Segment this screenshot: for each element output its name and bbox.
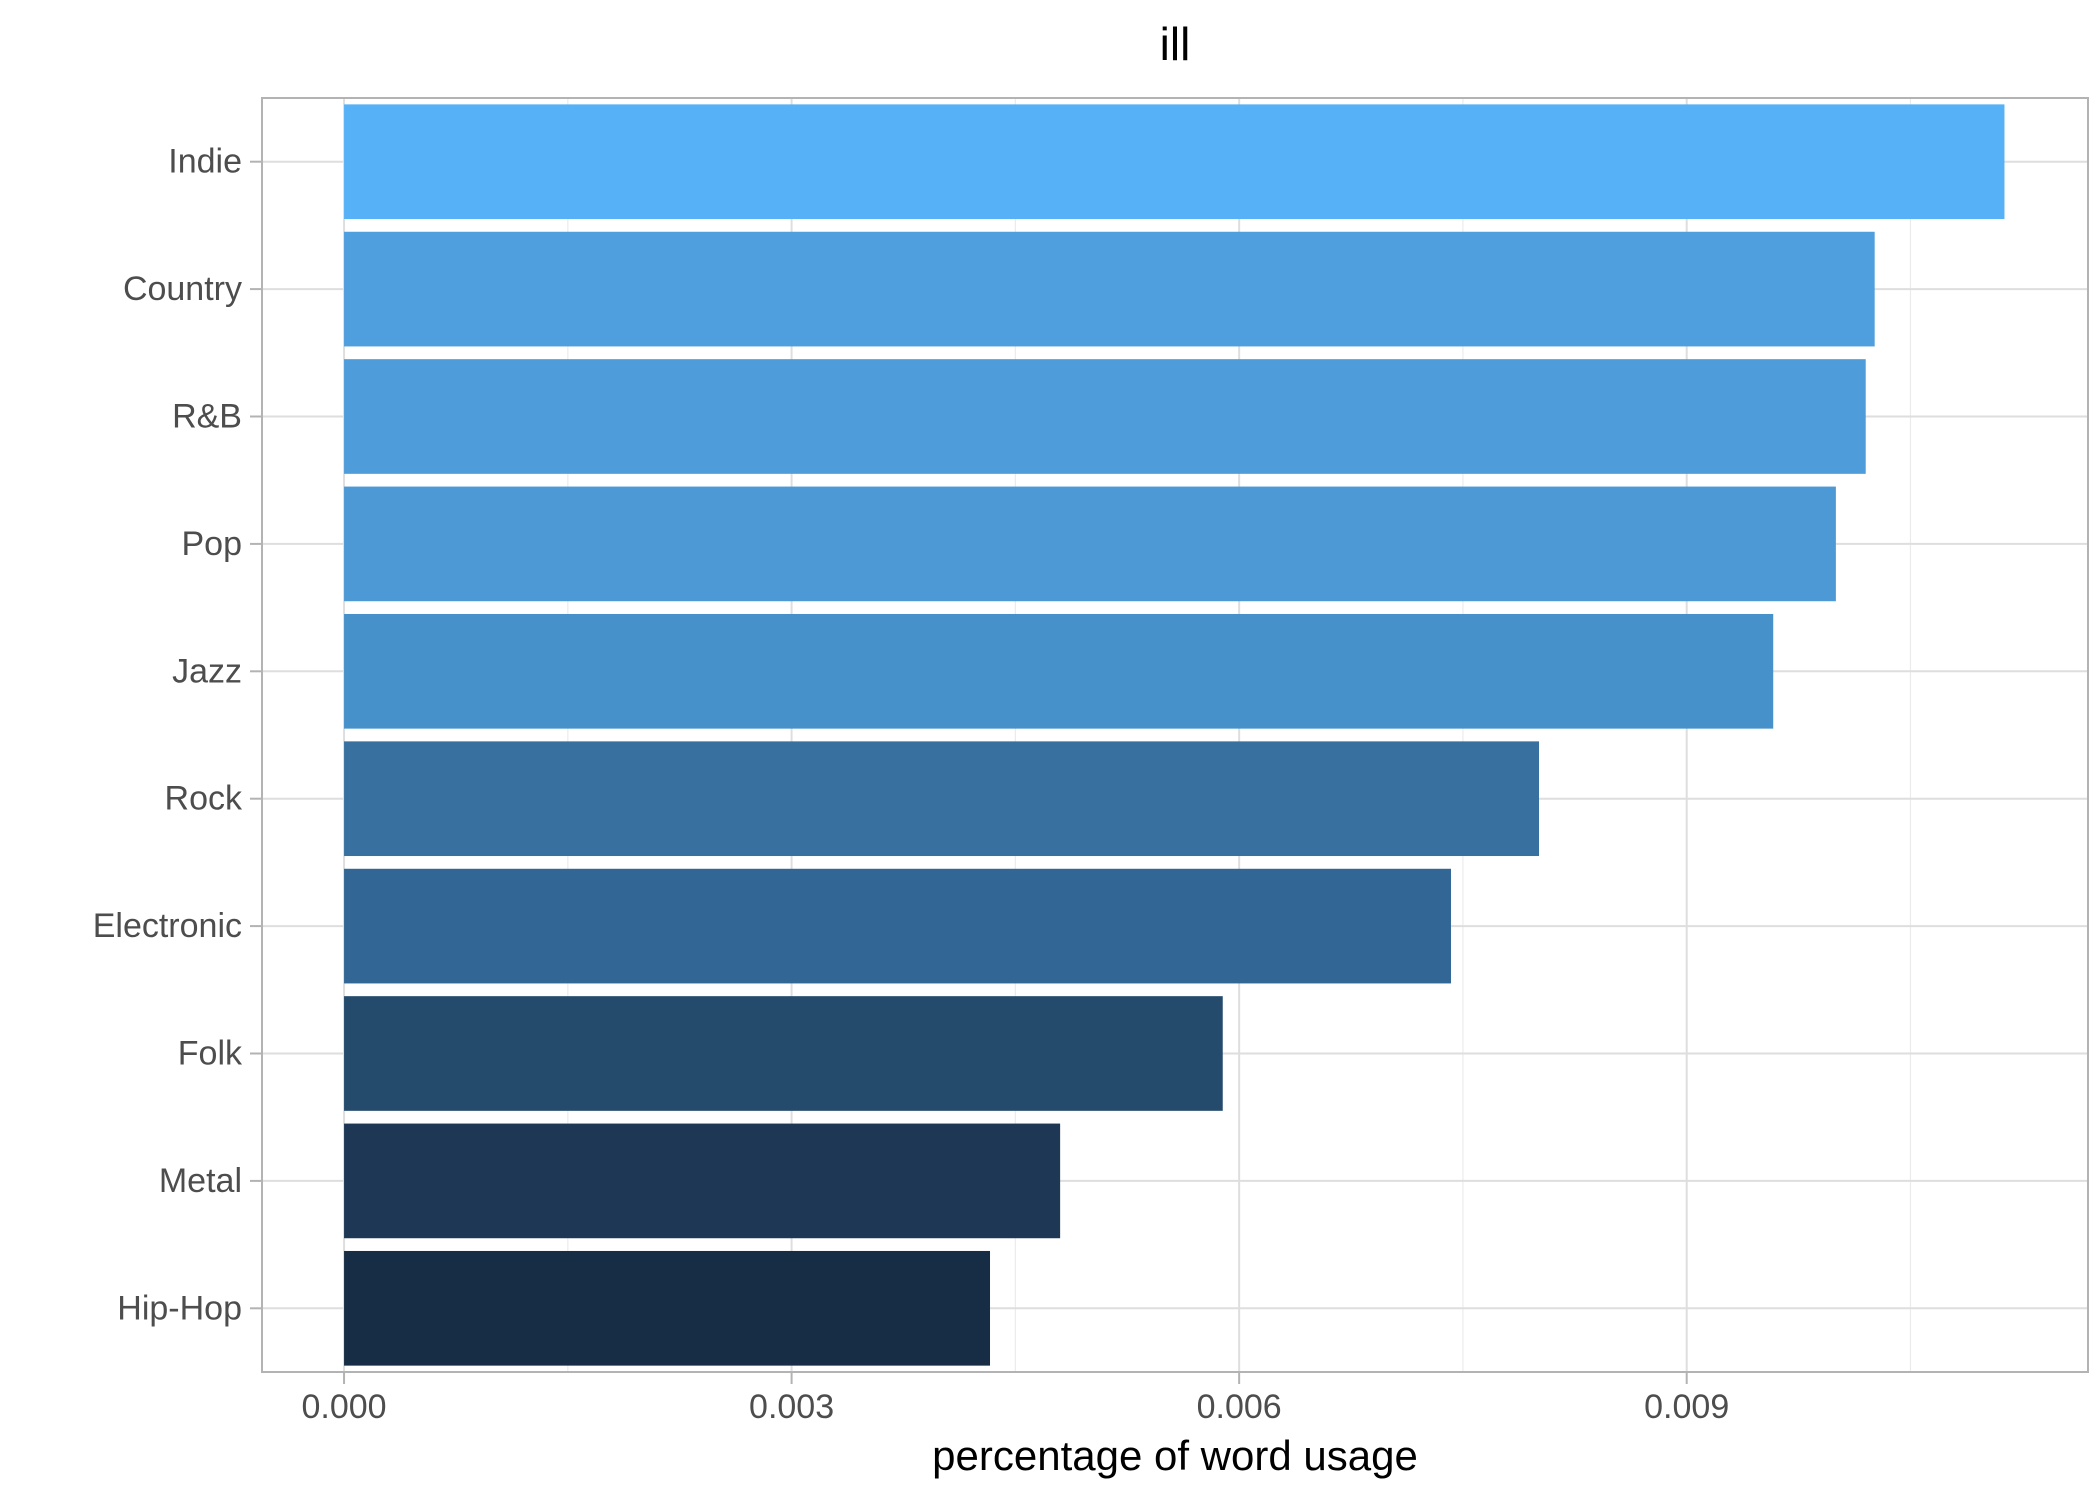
bar-folk bbox=[344, 996, 1223, 1111]
bar-r-b bbox=[344, 359, 1866, 474]
y-tick-label: Jazz bbox=[172, 652, 242, 690]
x-tick-label: 0.009 bbox=[1644, 1388, 1729, 1426]
bar-rock bbox=[344, 741, 1540, 857]
y-axis: Indie Country R&B Pop Jazz Rock Electronic Folk… bbox=[93, 143, 262, 1327]
panel-border bbox=[261, 97, 2089, 1373]
y-tick-label: Folk bbox=[178, 1035, 243, 1073]
bar-country bbox=[344, 231, 1875, 347]
bar-indie bbox=[344, 104, 2005, 220]
y-tick-label: Pop bbox=[182, 525, 243, 563]
bar-jazz bbox=[344, 613, 1774, 729]
y-tick-label: Hip-Hop bbox=[117, 1289, 242, 1327]
x-tick-label: 0.003 bbox=[749, 1388, 834, 1426]
y-tick-label: Country bbox=[123, 270, 242, 308]
x-tick-label: 0.006 bbox=[1197, 1388, 1282, 1426]
y-tick-label: Metal bbox=[159, 1162, 242, 1200]
x-axis: 0.000 0.003 0.006 0.009 bbox=[302, 1372, 1729, 1426]
y-tick-label: Rock bbox=[165, 780, 243, 818]
bar-electronic bbox=[344, 868, 1451, 984]
y-tick-label: Electronic bbox=[93, 907, 242, 945]
bar-metal bbox=[344, 1123, 1061, 1239]
y-tick-label: Indie bbox=[168, 143, 242, 181]
x-axis-title: percentage of word usage bbox=[932, 1432, 1418, 1479]
bar-pop bbox=[344, 486, 1836, 602]
bar-hip-hop bbox=[344, 1250, 991, 1366]
bars bbox=[344, 104, 2005, 1366]
x-tick-label: 0.000 bbox=[302, 1388, 387, 1426]
chart-title: ill bbox=[1160, 18, 1191, 70]
y-tick-label: R&B bbox=[172, 398, 242, 436]
